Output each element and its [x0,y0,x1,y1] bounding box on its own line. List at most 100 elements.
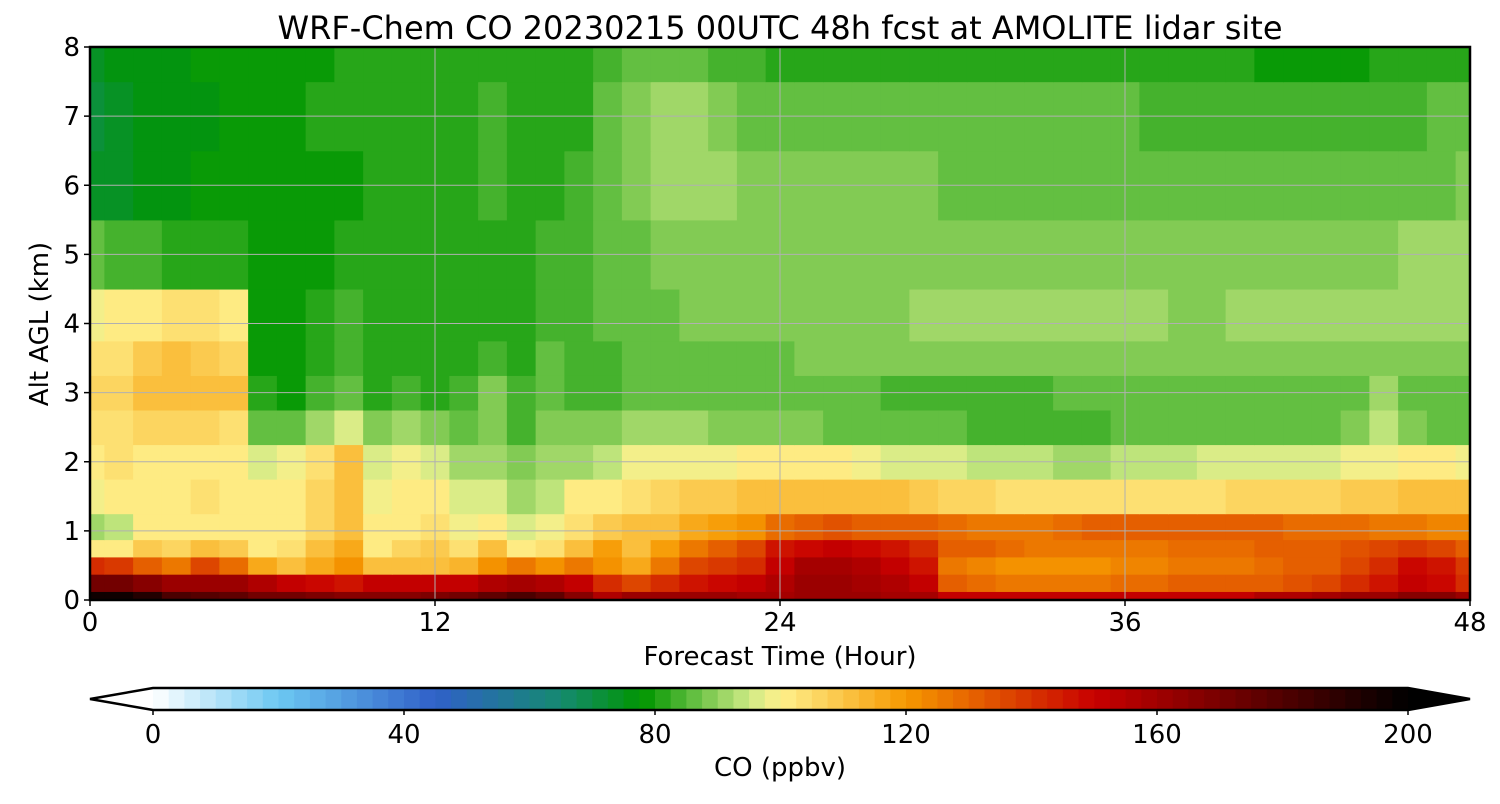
heatmap-cell [1283,574,1313,592]
heatmap-cell [478,479,508,515]
colorbar-swatch [921,688,938,710]
heatmap-cell [104,591,134,600]
heatmap-cell [219,340,249,376]
heatmap-cell [104,513,134,541]
heatmap-cell [248,288,278,342]
heatmap-cell [1196,539,1227,558]
heatmap-cell [1340,409,1370,446]
heatmap-cell [219,539,249,558]
heatmap-cell [708,288,738,342]
heatmap-cell [1340,47,1370,83]
heatmap-cell [535,556,565,575]
heatmap-cell [823,340,853,376]
colorbar-swatch [937,688,954,710]
heatmap-cell [938,288,968,342]
heatmap-cell [995,288,1025,342]
heatmap-cell [1168,340,1198,376]
heatmap-cell [1369,556,1399,575]
heatmap-cell [966,340,997,376]
heatmap-cell [1340,340,1370,376]
colorbar-swatch [890,688,907,710]
heatmap-cell [1398,288,1428,342]
colorbar-swatch [670,688,687,710]
heatmap-cell [1139,288,1169,342]
heatmap-cell [90,574,105,592]
heatmap-cell [851,409,882,446]
heatmap-cell [1283,591,1313,600]
heatmap-cell [736,409,767,446]
heatmap-cell [104,340,134,376]
colorbar-swatch [1392,688,1409,710]
x-axis-ticks: 0 12 24 36 48 [82,600,1487,638]
colorbar-swatch [1360,688,1378,710]
heatmap-cell [1311,574,1342,592]
heatmap-cell [276,556,307,575]
heatmap-cell [276,409,307,446]
heatmap-cell [650,513,680,541]
colorbar-swatch [1047,688,1064,710]
heatmap-cell [305,513,335,541]
heatmap-cell [1053,513,1083,541]
heatmap-cell [219,513,249,541]
x-tick-label: 48 [1453,608,1486,638]
heatmap-cell [621,409,652,446]
heatmap-cell [276,47,307,83]
heatmap-cell [190,539,220,558]
heatmap-cell [535,340,565,376]
heatmap-cell [966,288,997,342]
heatmap-cell [564,539,594,558]
heatmap-cell [219,47,249,83]
heatmap-cell [966,539,997,558]
heatmap-cell [679,47,709,83]
heatmap-cell [679,409,709,446]
heatmap-cell [478,539,508,558]
colorbar-swatch [388,688,405,710]
y-tick-label: 0 [63,586,80,616]
heatmap-cell [506,574,537,592]
heatmap-cell [1311,288,1342,342]
heatmap-cell [1369,591,1399,600]
heatmap-cell [880,288,910,342]
heatmap-cell [305,340,335,376]
heatmap-cell [1311,47,1342,83]
heatmap-cell [334,591,364,600]
heatmap-cell [1053,340,1083,376]
colorbar-swatch [435,688,452,710]
heatmap-cell [995,340,1025,376]
heatmap-cell [363,340,393,376]
heatmap-cell [90,556,105,575]
heatmap-cell [794,539,824,558]
colorbar-swatch [419,688,436,710]
heatmap-cell [1139,556,1169,575]
heatmap-cell [1196,574,1227,592]
heatmap-cell [161,409,192,446]
colorbar-swatch [1109,688,1127,710]
heatmap-cell [736,574,767,592]
colorbar-swatch [607,688,625,710]
heatmap-cell [708,556,738,575]
heatmap-cell [1340,556,1370,575]
heatmap-cell [938,47,968,83]
colorbar-swatch [1376,688,1393,710]
heatmap-cell [133,479,163,515]
heatmap-cell [90,288,105,342]
heatmap-cell [1053,288,1083,342]
heatmap-cell [391,409,422,446]
heatmap-cell [736,513,767,541]
colorbar-swatch [1062,688,1080,710]
colorbar-swatch [545,688,562,710]
colorbar-label: CO (ppbv) [714,753,846,783]
y-tick-label: 8 [63,33,80,63]
heatmap-cell [1225,288,1255,342]
heatmap-cell [133,288,163,342]
heatmap-cell [248,591,278,600]
heatmap-cell [104,479,134,515]
colorbar-swatch [560,688,578,710]
colorbar-swatch [372,688,389,710]
heatmap-cell [1024,574,1054,592]
heatmap-cell [909,409,939,446]
heatmap-cell [449,574,479,592]
heatmap-cell [478,591,508,600]
colorbar-tick-label: 200 [1383,720,1433,750]
